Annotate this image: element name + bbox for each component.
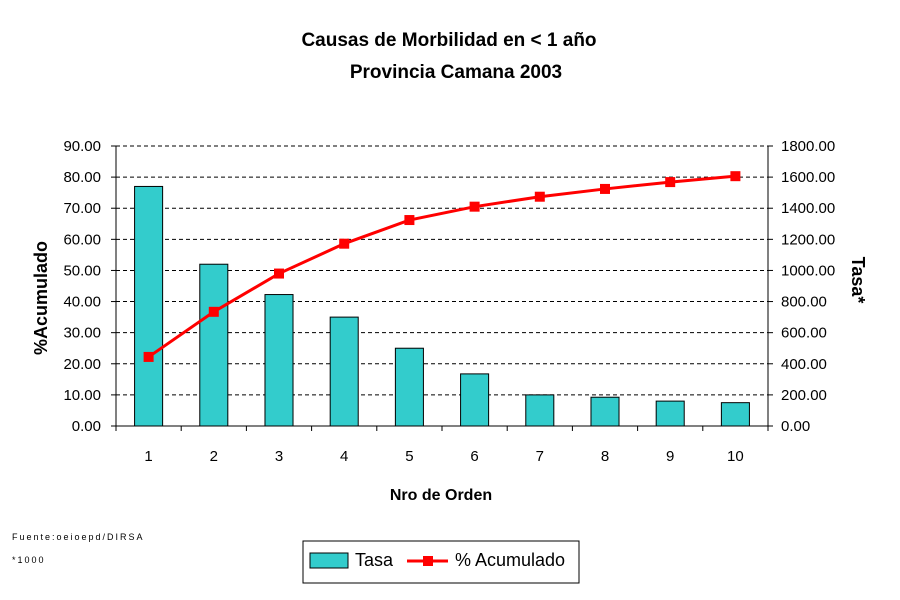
point-acumulado	[665, 177, 676, 188]
bar-tasa	[329, 316, 359, 427]
right-tick-label: 1800.00	[781, 138, 835, 155]
line-acumulado	[147, 174, 736, 359]
left-tick-label: 90.00	[63, 138, 101, 155]
bar-tasa	[720, 402, 750, 427]
chart-title: Causas de Morbilidad en < 1 año	[301, 30, 596, 51]
right-tick-label: 800.00	[781, 294, 827, 311]
point-acumulado	[208, 306, 219, 317]
bar-tasa	[134, 185, 164, 427]
x-axis-ticks: 1 2 3 4 5 6 7 8 9 10	[115, 426, 769, 465]
left-tick-label: 60.00	[63, 231, 101, 248]
left-axis-title: %Acumulado	[31, 241, 51, 355]
left-tick-label: 70.00	[63, 200, 101, 217]
bar-tasa	[655, 400, 685, 427]
left-tick-label: 80.00	[63, 169, 101, 186]
x-tick-label: 1	[144, 448, 152, 465]
point-acumulado	[143, 351, 154, 362]
bar-tasa	[525, 394, 555, 427]
x-tick-label: 5	[405, 448, 413, 465]
x-tick-label: 2	[210, 448, 218, 465]
left-tick-label: 0.00	[72, 418, 101, 435]
point-acumulado	[469, 201, 480, 212]
x-tick-label: 4	[340, 448, 348, 465]
footnote: *1000	[12, 555, 46, 565]
x-tick-label: 6	[470, 448, 478, 465]
bar-tasa	[199, 263, 229, 427]
right-tick-label: 1400.00	[781, 200, 835, 217]
right-axis-title: Tasa*	[848, 257, 868, 304]
left-tick-label: 20.00	[63, 356, 101, 373]
bar-tasa	[394, 347, 424, 427]
bar-tasa	[460, 373, 490, 427]
left-tick-label: 30.00	[63, 325, 101, 342]
bar-series-tasa	[134, 185, 750, 427]
line-series-acumulado	[143, 171, 741, 362]
point-acumulado	[600, 183, 610, 194]
right-tick-label: 200.00	[781, 387, 827, 404]
legend: Tasa % Acumulado	[302, 540, 580, 584]
legend-label-tasa: Tasa	[355, 550, 394, 570]
point-acumulado	[730, 171, 741, 182]
left-tick-label: 10.00	[63, 387, 101, 404]
right-tick-label: 0.00	[781, 418, 810, 435]
left-tick-label: 40.00	[63, 294, 101, 311]
legend-swatch-marker	[423, 556, 433, 566]
right-axis-ticks: 0.00 200.00 400.00 600.00 800.00 1000.00 1200.…	[768, 138, 835, 435]
right-tick-label: 1000.00	[781, 262, 835, 279]
bar-tasa	[264, 294, 294, 427]
point-acumulado	[339, 238, 350, 249]
point-acumulado	[404, 215, 415, 226]
source-note: Fuente:oeioepd/DIRSA	[12, 532, 145, 542]
x-axis-title: Nro de Orden	[390, 487, 492, 504]
legend-label-acumulado: % Acumulado	[455, 550, 565, 570]
right-tick-label: 600.00	[781, 325, 827, 342]
x-tick-label: 8	[601, 448, 609, 465]
point-acumulado	[534, 191, 545, 202]
x-tick-label: 9	[666, 448, 674, 465]
right-tick-label: 400.00	[781, 356, 827, 373]
right-tick-label: 1600.00	[781, 169, 835, 186]
chart-subtitle: Provincia Camana 2003	[350, 62, 562, 83]
legend-swatch-tasa	[309, 552, 349, 569]
x-tick-label: 7	[536, 448, 544, 465]
x-tick-label: 10	[727, 448, 744, 465]
right-tick-label: 1200.00	[781, 231, 835, 248]
x-tick-label: 3	[275, 448, 283, 465]
left-axis-ticks: 0.00 10.00 20.00 30.00 40.00 50.00 60.00 70.00 8…	[63, 138, 116, 435]
bar-tasa	[590, 396, 620, 427]
point-acumulado	[274, 268, 284, 279]
left-tick-label: 50.00	[63, 262, 101, 279]
